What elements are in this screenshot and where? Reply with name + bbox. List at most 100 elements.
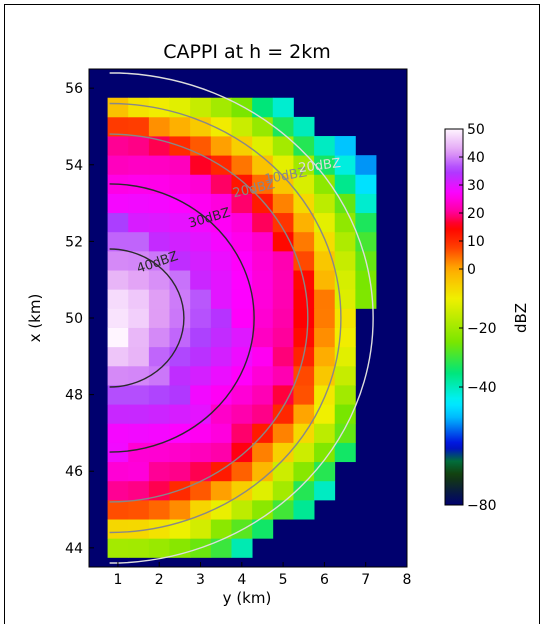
heatmap-cell xyxy=(190,327,212,348)
heatmap-cell xyxy=(355,193,377,214)
heatmap-cell xyxy=(231,327,253,348)
heatmap-cell xyxy=(148,212,170,233)
heatmap-cell xyxy=(272,155,294,175)
contour-label: 20dBZ xyxy=(298,156,342,176)
heatmap-cell xyxy=(148,308,170,328)
heatmap-cell xyxy=(210,270,232,290)
heatmap-cell xyxy=(128,155,150,175)
x-axis-label: y (km) xyxy=(223,589,272,607)
heatmap-cell xyxy=(334,365,356,386)
y-tick-label: 52 xyxy=(65,234,83,250)
heatmap-cell xyxy=(252,97,274,118)
heatmap-cell xyxy=(107,270,129,290)
heatmap-cell xyxy=(190,480,212,501)
colorbar-tick-label: −80 xyxy=(467,498,497,514)
heatmap-cell xyxy=(252,442,274,463)
heatmap-cell xyxy=(293,212,315,233)
heatmap-cell xyxy=(272,480,294,501)
heatmap-cell xyxy=(334,289,356,309)
heatmap-cell xyxy=(210,136,232,156)
heatmap-cell xyxy=(107,155,129,175)
heatmap-cell xyxy=(148,365,170,386)
heatmap-cell xyxy=(231,136,253,156)
heatmap-cell xyxy=(190,136,212,156)
heatmap-cell xyxy=(314,174,336,194)
heatmap-cell xyxy=(272,289,294,309)
heatmap-cell xyxy=(128,404,150,424)
colorbar-tick-label: 10 xyxy=(467,234,485,250)
heatmap-cell xyxy=(107,327,129,348)
heatmap-cell xyxy=(128,193,150,214)
heatmap-cell xyxy=(169,308,191,328)
y-tick-label: 46 xyxy=(65,464,83,480)
contour-label: 10dBZ xyxy=(264,165,309,187)
heatmap-cell xyxy=(272,385,294,405)
heatmap-cell xyxy=(314,193,336,214)
heatmap-cell xyxy=(169,289,191,309)
heatmap-cell xyxy=(355,212,377,233)
heatmap-cell xyxy=(355,270,377,290)
heatmap-cell xyxy=(128,231,150,252)
heatmap-cell xyxy=(314,250,336,271)
heatmap-cell xyxy=(148,346,170,367)
heatmap-cell xyxy=(169,346,191,367)
heatmap-cell xyxy=(107,212,129,233)
heatmap-cell xyxy=(190,365,212,386)
x-tick-label: 6 xyxy=(320,572,329,588)
heatmap-cell xyxy=(293,231,315,252)
heatmap-cell xyxy=(231,270,253,290)
heatmap-cell xyxy=(231,385,253,405)
x-tick-label: 8 xyxy=(403,572,412,588)
heatmap-cell xyxy=(231,480,253,501)
heatmap-cell xyxy=(128,461,150,482)
heatmap-cell xyxy=(107,346,129,367)
heatmap-cell xyxy=(128,116,150,137)
heatmap-cell xyxy=(272,308,294,328)
heatmap-cell xyxy=(148,538,170,558)
x-tick-label: 5 xyxy=(279,572,288,588)
heatmap-cell xyxy=(148,289,170,309)
heatmap-cell xyxy=(128,212,150,233)
heatmap-cell xyxy=(148,155,170,175)
heatmap-cell xyxy=(107,193,129,214)
heatmap-cell xyxy=(293,385,315,405)
heatmap-cell xyxy=(190,404,212,424)
heatmap-cell xyxy=(293,461,315,482)
heatmap-cell xyxy=(148,231,170,252)
heatmap-cell xyxy=(148,385,170,405)
heatmap-cell xyxy=(272,193,294,214)
heatmap-cell xyxy=(128,346,150,367)
x-tick-label: 7 xyxy=(361,572,370,588)
heatmap-cell xyxy=(231,442,253,463)
heatmap-cell xyxy=(314,136,336,156)
heatmap-cell xyxy=(293,404,315,424)
heatmap-cell xyxy=(293,308,315,328)
heatmap-cell xyxy=(334,327,356,348)
heatmap-cell xyxy=(314,365,336,386)
heatmap-cell xyxy=(252,116,274,137)
heatmap-cell xyxy=(231,423,253,443)
heatmap-cell xyxy=(169,193,191,214)
colorbar-tick-label: 40 xyxy=(467,150,485,166)
heatmap-cell xyxy=(128,365,150,386)
heatmap-cell xyxy=(210,480,232,501)
heatmap-cell xyxy=(231,116,253,137)
heatmap-cell xyxy=(210,327,232,348)
heatmap-cell xyxy=(231,308,253,328)
heatmap-cell xyxy=(272,461,294,482)
heatmap-cell xyxy=(272,174,294,194)
heatmap-cell xyxy=(190,499,212,520)
heatmap-cell xyxy=(231,250,253,271)
heatmap-cell xyxy=(169,385,191,405)
colorbar-tick-label: 30 xyxy=(467,178,485,194)
heatmap-cell xyxy=(334,442,356,463)
heatmap-cell xyxy=(252,365,274,386)
contour-line xyxy=(109,248,185,388)
heatmap-cell xyxy=(314,423,336,443)
heatmap-cell xyxy=(169,270,191,290)
heatmap-cell xyxy=(314,231,336,252)
heatmap-cell xyxy=(355,289,377,309)
heatmap-cell xyxy=(293,423,315,443)
heatmap-cell xyxy=(272,136,294,156)
colorbar-scale xyxy=(444,128,464,506)
